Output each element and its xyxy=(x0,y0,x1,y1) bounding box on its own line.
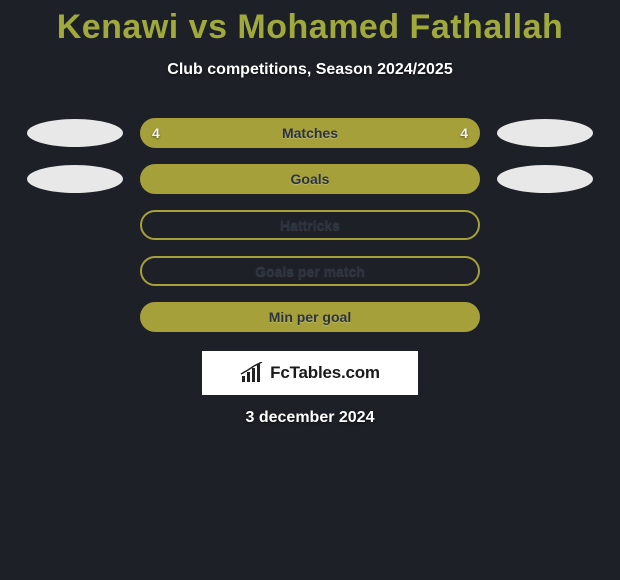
brand-text: FcTables.com xyxy=(270,363,380,383)
stat-bar-hattricks: Hattricks xyxy=(140,210,480,240)
row-hattricks: Hattricks xyxy=(0,209,620,241)
stat-value-left: 4 xyxy=(152,125,160,141)
stat-bar-goals: Goals xyxy=(140,164,480,194)
stat-label: Min per goal xyxy=(269,309,351,325)
subtitle: Club competitions, Season 2024/2025 xyxy=(0,61,620,79)
stat-label: Goals per match xyxy=(255,263,365,279)
brand-chart-icon xyxy=(240,362,266,384)
row-goals: Goals xyxy=(0,163,620,195)
comparison-rows: 4 Matches 4 Goals Hattricks xyxy=(0,117,620,333)
left-slot xyxy=(10,119,140,147)
right-slot xyxy=(480,165,610,193)
date-text: 3 december 2024 xyxy=(0,409,620,427)
stat-bar-mpg: Min per goal xyxy=(140,302,480,332)
stat-label: Goals xyxy=(291,171,330,187)
stat-label: Hattricks xyxy=(280,217,340,233)
left-ellipse-icon xyxy=(27,165,123,193)
row-goals-per-match: Goals per match xyxy=(0,255,620,287)
right-ellipse-icon xyxy=(497,119,593,147)
left-ellipse-icon xyxy=(27,119,123,147)
right-slot xyxy=(480,119,610,147)
row-matches: 4 Matches 4 xyxy=(0,117,620,149)
left-slot xyxy=(10,165,140,193)
brand-card: FcTables.com xyxy=(202,351,418,395)
page-title: Kenawi vs Mohamed Fathallah xyxy=(0,0,620,47)
stat-bar-matches: 4 Matches 4 xyxy=(140,118,480,148)
row-min-per-goal: Min per goal xyxy=(0,301,620,333)
right-ellipse-icon xyxy=(497,165,593,193)
stat-bar-gpm: Goals per match xyxy=(140,256,480,286)
stat-label: Matches xyxy=(282,125,338,141)
stat-value-right: 4 xyxy=(460,125,468,141)
